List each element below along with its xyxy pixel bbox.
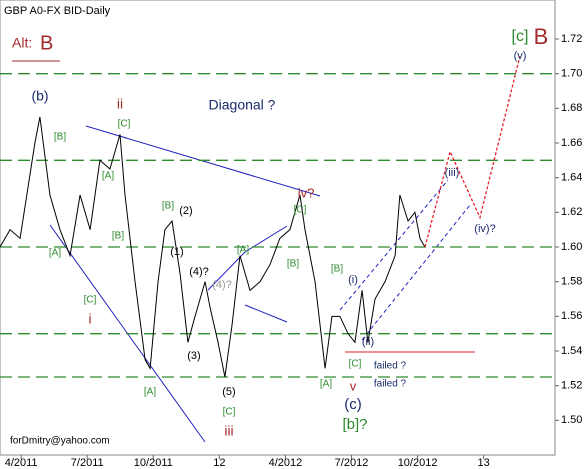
y-tick-label: 1.66 bbox=[561, 137, 582, 149]
wave-label: (1) bbox=[170, 246, 183, 258]
wave-label: [B] bbox=[162, 201, 174, 212]
y-tick-label: 1.62 bbox=[561, 206, 582, 218]
y-tick-label: 1.54 bbox=[561, 345, 582, 357]
trend-lines bbox=[49, 125, 321, 443]
wave-label: ii bbox=[117, 96, 123, 112]
y-tick-label: 1.50 bbox=[561, 414, 582, 426]
wave-label: (b) bbox=[31, 88, 48, 104]
wave-label: failed ? bbox=[374, 361, 407, 372]
wave-label: [A] bbox=[237, 245, 249, 256]
wave-label: [C] bbox=[118, 119, 131, 130]
wave-label: (4)? bbox=[189, 266, 209, 278]
price-line bbox=[0, 116, 426, 378]
wave-label: (5) bbox=[222, 386, 235, 398]
wave-label: B bbox=[534, 24, 549, 49]
channel-lines bbox=[339, 179, 471, 341]
alt-wave: B bbox=[40, 32, 53, 54]
wave-label: (2) bbox=[179, 205, 192, 217]
x-tick-label: 10/2011 bbox=[134, 457, 173, 469]
wave-label: v bbox=[350, 378, 357, 393]
y-tick-label: 1.58 bbox=[561, 276, 582, 288]
wave-label: (iii) bbox=[445, 167, 460, 179]
plot-frame bbox=[0, 0, 556, 456]
wave-label: [B] bbox=[287, 259, 299, 270]
wave-label: [C] bbox=[294, 205, 307, 216]
wave-label: (v) bbox=[514, 50, 527, 62]
wave-label: [c] bbox=[512, 28, 529, 45]
chart-title: GBP A0-FX BID-Daily bbox=[4, 5, 111, 17]
x-tick-label: 7/2011 bbox=[71, 457, 104, 469]
wave-label: [A] bbox=[102, 171, 114, 182]
wave-label: [B] bbox=[112, 231, 124, 242]
footer: forDmitry@yahoo.com bbox=[10, 436, 110, 447]
wave-label: (i) bbox=[348, 274, 358, 286]
y-tick-label: 1.68 bbox=[561, 102, 582, 114]
y-tick-label: 1.56 bbox=[561, 310, 582, 322]
x-tick-label: 4/2012 bbox=[269, 457, 303, 469]
x-tick-label: 7/2012 bbox=[335, 457, 369, 469]
x-tick-label: 13 bbox=[478, 457, 490, 469]
wave-label: [C] bbox=[84, 295, 97, 306]
wave-label: [A] bbox=[320, 379, 332, 390]
y-tick-label: 1.52 bbox=[561, 380, 582, 392]
x-tick-label: 12 bbox=[213, 457, 225, 469]
y-tick-label: 1.64 bbox=[561, 172, 582, 184]
wave-label: [b]? bbox=[342, 416, 367, 433]
y-tick-label: 1.72 bbox=[561, 33, 582, 45]
wave-label: [C] bbox=[349, 359, 362, 370]
wave-label: (c) bbox=[344, 396, 362, 413]
wave-label: (ii) bbox=[362, 336, 374, 348]
alt-label: Alt: bbox=[12, 35, 32, 51]
wave-label: i bbox=[88, 311, 91, 327]
wave-label: [A] bbox=[49, 248, 61, 259]
y-tick-label: 1.60 bbox=[561, 241, 582, 253]
wave-label: [B] bbox=[331, 264, 343, 275]
wave-label: iv? bbox=[298, 185, 315, 200]
y-tick-label: 1.70 bbox=[561, 68, 582, 80]
wave-label: [C] bbox=[223, 407, 236, 418]
wave-label: (4)? bbox=[212, 279, 232, 291]
wave-label: [B] bbox=[54, 132, 66, 143]
wave-label: failed ? bbox=[374, 379, 407, 390]
wave-label: [A] bbox=[144, 387, 156, 398]
x-tick-label: 4/2011 bbox=[5, 457, 38, 469]
wave-label: Diagonal ? bbox=[209, 97, 276, 113]
wave-label: (3) bbox=[187, 350, 200, 362]
wave-label: iii bbox=[224, 423, 233, 439]
wave-label: (iv)? bbox=[474, 223, 495, 235]
x-tick-label: 10/2012 bbox=[398, 457, 438, 469]
